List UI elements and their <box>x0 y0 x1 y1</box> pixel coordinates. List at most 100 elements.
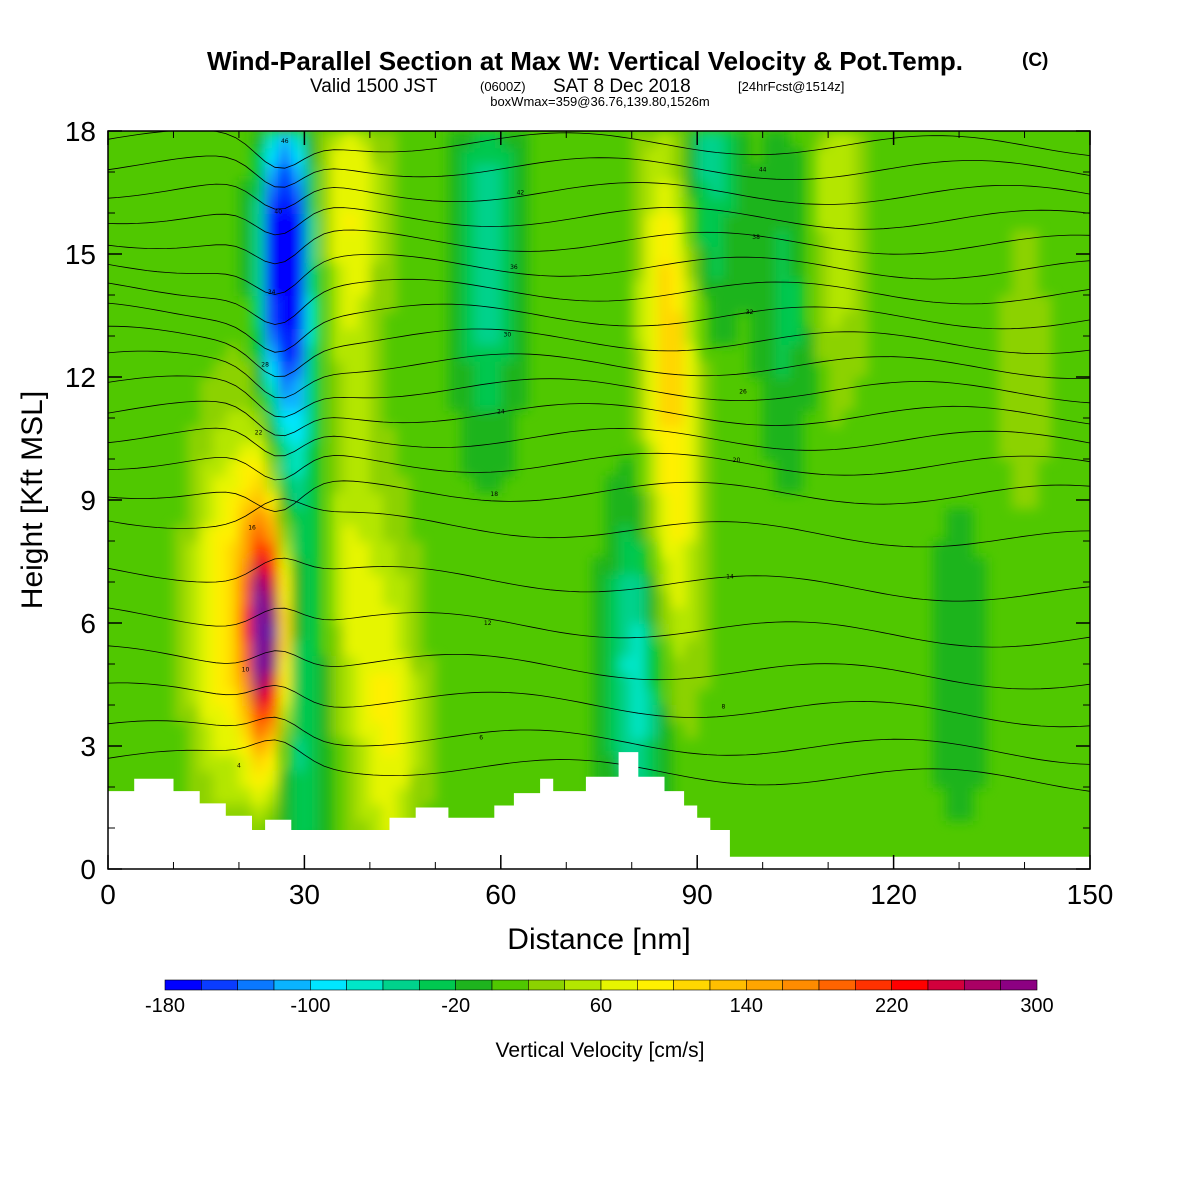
velocity-cell <box>212 688 227 706</box>
velocity-cell <box>225 491 240 510</box>
velocity-cell <box>828 311 843 329</box>
isentropes: 4681012141618202224262830323436384042444… <box>108 131 1090 792</box>
velocity-cell <box>199 459 214 477</box>
velocity-cell <box>788 459 803 477</box>
velocity-cell <box>959 623 974 641</box>
velocity-cell <box>356 491 371 510</box>
velocity-cell <box>422 705 437 723</box>
velocity-cell <box>382 688 398 706</box>
colorbar-swatch <box>201 979 238 991</box>
velocity-cell <box>631 491 646 510</box>
velocity-cell <box>225 688 240 706</box>
velocity-cell <box>775 278 790 296</box>
velocity-cell <box>762 327 777 346</box>
velocity-cell <box>278 229 293 247</box>
velocity-cell <box>1011 360 1026 378</box>
colorbar-tick-label: -100 <box>290 995 330 1017</box>
velocity-cell <box>369 229 384 247</box>
velocity-cell <box>212 672 227 690</box>
velocity-cell <box>304 803 319 821</box>
velocity-cell <box>343 606 358 624</box>
velocity-cell <box>592 655 607 674</box>
velocity-cell <box>474 442 489 460</box>
velocity-cell <box>343 278 358 296</box>
velocity-cell <box>959 754 974 772</box>
velocity-cell <box>1011 327 1026 346</box>
velocity-cell <box>762 245 777 264</box>
velocity-cell <box>265 655 280 674</box>
velocity-cell <box>854 278 869 296</box>
velocity-cell <box>382 721 398 739</box>
velocity-cell <box>186 524 201 542</box>
velocity-cell <box>356 508 371 526</box>
isentrope-line <box>108 557 1090 602</box>
velocity-cell <box>252 377 267 395</box>
velocity-cell <box>382 459 398 477</box>
velocity-cell <box>841 147 856 165</box>
velocity-cell <box>382 426 398 444</box>
velocity-cell <box>382 787 398 805</box>
velocity-cell <box>343 541 358 559</box>
velocity-cell <box>330 196 345 214</box>
velocity-cell <box>474 262 489 280</box>
velocity-cell <box>265 163 280 182</box>
velocity-cell <box>356 754 371 772</box>
velocity-cell <box>199 508 214 526</box>
velocity-cell <box>369 426 384 444</box>
velocity-cell <box>828 196 843 214</box>
velocity-cell <box>618 606 633 624</box>
isentrope-label: 4 <box>237 762 241 769</box>
velocity-cell <box>396 688 411 706</box>
velocity-cell <box>1011 245 1026 264</box>
velocity-cell <box>330 557 345 575</box>
velocity-cell <box>932 541 947 559</box>
velocity-cell <box>252 737 267 756</box>
colorbar-swatch <box>927 979 965 991</box>
isentrope-label: 36 <box>510 264 518 271</box>
velocity-cell <box>644 606 659 624</box>
velocity-cell <box>841 344 856 362</box>
velocity-cell <box>644 442 659 460</box>
velocity-cell <box>945 655 961 674</box>
velocity-cell <box>749 344 764 362</box>
velocity-cell <box>998 344 1013 362</box>
velocity-cell <box>474 344 489 362</box>
velocity-cell <box>736 295 751 313</box>
velocity-cell <box>330 705 345 723</box>
velocity-cell <box>749 163 764 182</box>
velocity-cell <box>644 278 659 296</box>
velocity-cell <box>265 311 280 329</box>
velocity-cell <box>291 295 306 313</box>
velocity-cell <box>369 803 384 821</box>
velocity-cell <box>828 131 843 149</box>
velocity-cell <box>710 245 725 264</box>
velocity-cell <box>238 573 254 592</box>
velocity-cell <box>356 360 371 378</box>
velocity-cell <box>710 327 725 346</box>
velocity-cell <box>605 737 620 756</box>
velocity-cell <box>265 705 280 723</box>
velocity-cell <box>356 147 371 165</box>
velocity-cell <box>959 524 974 542</box>
velocity-cell <box>801 393 817 411</box>
velocity-cell <box>252 672 267 690</box>
velocity-cell <box>212 459 227 477</box>
velocity-cell <box>1037 377 1052 395</box>
velocity-cell <box>945 754 961 772</box>
velocity-cell <box>291 311 306 329</box>
velocity-cell <box>697 213 712 231</box>
velocity-cell <box>304 623 319 641</box>
velocity-cell <box>252 426 267 444</box>
colorbar-swatch <box>237 979 275 991</box>
velocity-cell <box>225 475 240 493</box>
velocity-cell <box>356 213 371 231</box>
velocity-cell <box>500 311 515 329</box>
isentrope-label: 30 <box>504 331 512 338</box>
velocity-cell <box>382 508 398 526</box>
velocity-cell <box>959 606 974 624</box>
velocity-cell <box>278 131 293 149</box>
valid-date: SAT 8 Dec 2018 <box>553 76 691 97</box>
velocity-cell <box>330 491 345 510</box>
velocity-cell <box>605 508 620 526</box>
velocity-cell <box>330 360 345 378</box>
